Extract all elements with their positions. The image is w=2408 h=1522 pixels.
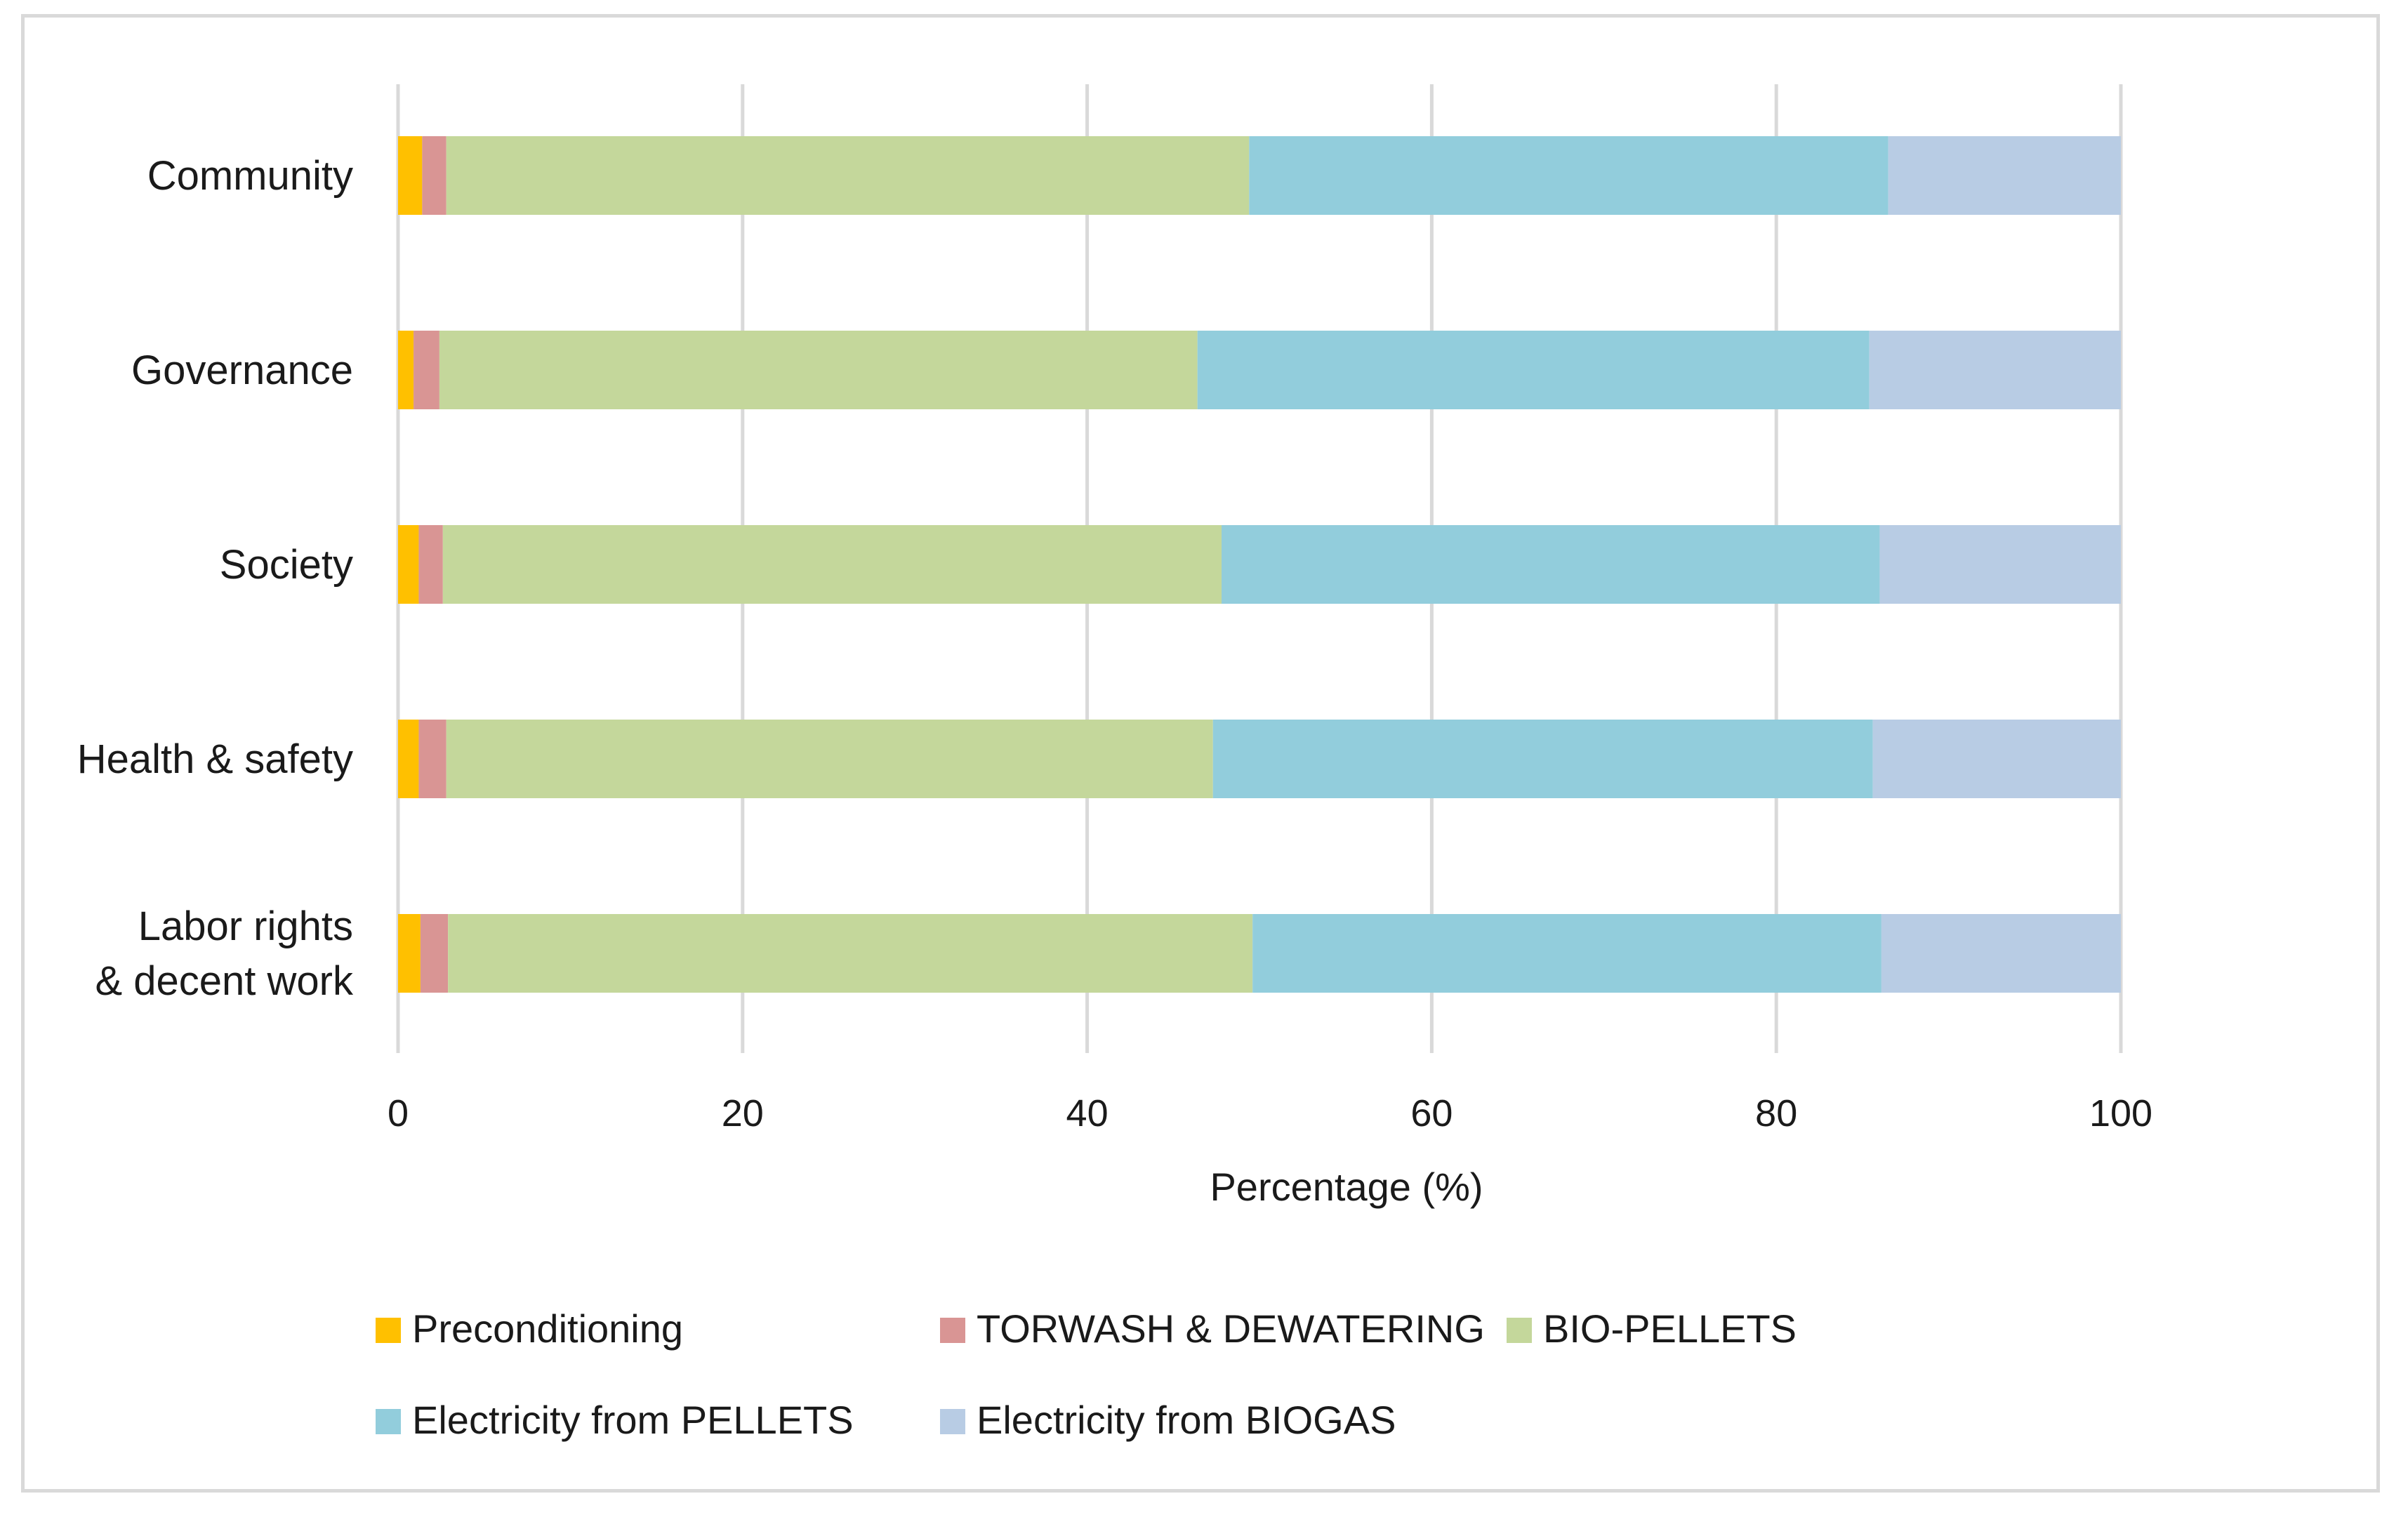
category-label: Governance xyxy=(131,348,353,393)
bar-segment xyxy=(448,914,1253,993)
legend-swatch xyxy=(940,1318,965,1343)
legend-swatch xyxy=(376,1409,401,1434)
bar-segment xyxy=(1222,525,1880,604)
bar-segment xyxy=(1881,914,2121,993)
legend-label: Electricity from BIOGAS xyxy=(977,1398,1396,1442)
bar-segment xyxy=(1197,331,1870,409)
bar-segment xyxy=(398,914,421,993)
x-tick-label: 40 xyxy=(1066,1092,1109,1134)
bar-segment xyxy=(398,525,419,604)
category-labels: Community Governance Society Health & safet… xyxy=(77,153,354,1004)
category-label: Health & safety xyxy=(77,736,353,782)
bar-segment xyxy=(446,136,1250,215)
legend-swatch xyxy=(940,1409,965,1434)
bar-segment xyxy=(418,720,446,798)
x-tick-label: 60 xyxy=(1410,1092,1453,1134)
category-label: & decent work xyxy=(95,958,354,1004)
bar-segment xyxy=(1888,136,2121,215)
bar-segment xyxy=(398,331,414,409)
legend: Preconditioning TORWASH & DEWATERING BIO-P… xyxy=(376,1306,1797,1442)
bar-segment xyxy=(398,136,423,215)
bar-segment xyxy=(1252,914,1881,993)
legend-label: TORWASH & DEWATERING xyxy=(977,1306,1485,1351)
legend-swatch xyxy=(1507,1318,1532,1343)
legend-label: Preconditioning xyxy=(412,1306,683,1351)
bar-segment xyxy=(418,525,443,604)
x-tick-label: 80 xyxy=(1755,1092,1797,1134)
bars xyxy=(398,136,2121,993)
category-label: Labor rights xyxy=(138,904,353,949)
x-tick-labels: 0 20 40 60 80 100 xyxy=(388,1092,2152,1134)
legend-label: BIO-PELLETS xyxy=(1543,1306,1797,1351)
bar-segment xyxy=(398,720,419,798)
x-tick-label: 100 xyxy=(2089,1092,2152,1134)
bar-segment xyxy=(1872,720,2121,798)
bar-segment xyxy=(420,914,449,993)
bar-segment xyxy=(442,525,1222,604)
bar-segment xyxy=(1879,525,2121,604)
bar-segment xyxy=(439,331,1198,409)
legend-label: Electricity from PELLETS xyxy=(412,1398,854,1442)
bar-segment xyxy=(414,331,439,409)
x-tick-label: 0 xyxy=(388,1092,409,1134)
legend-swatch xyxy=(376,1318,401,1343)
x-axis-title: Percentage (%) xyxy=(1210,1165,1483,1209)
category-label: Community xyxy=(147,153,353,199)
bar-segment xyxy=(1212,720,1873,798)
bar-segment xyxy=(422,136,446,215)
bar-segment xyxy=(1869,331,2121,409)
x-tick-label: 20 xyxy=(722,1092,764,1134)
bar-segment xyxy=(446,720,1213,798)
bar-segment xyxy=(1249,136,1888,215)
category-label: Society xyxy=(220,542,353,588)
